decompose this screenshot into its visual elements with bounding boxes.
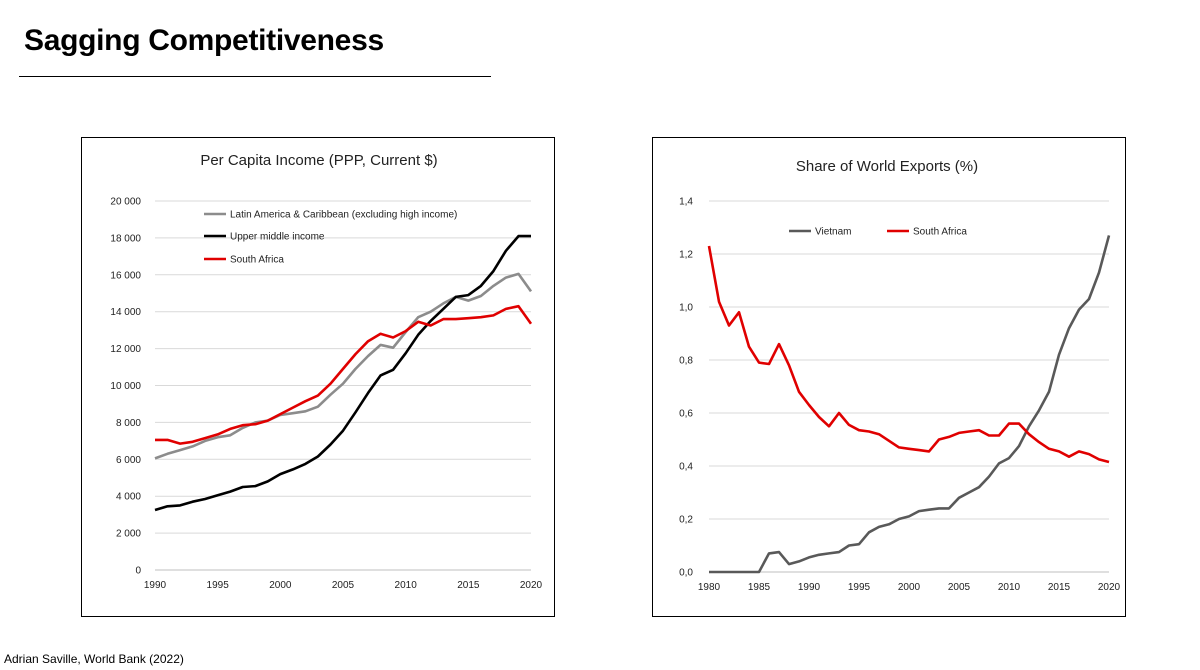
x-tick-label: 2010: [395, 580, 418, 591]
exports-chart: Share of World Exports (%) 0,0 0,2 0,4 0,6 0,…: [679, 158, 1121, 593]
x-tick-label: 2015: [457, 580, 480, 591]
income-chart: Per Capita Income (PPP, Current $) 0 2 000…: [110, 152, 543, 591]
x-tick-label: 2005: [948, 582, 971, 593]
page-title: Sagging Competitiveness: [24, 24, 384, 57]
income-chart-panel: Per Capita Income (PPP, Current $) 0 2 000…: [81, 137, 555, 617]
legend-label: South Africa: [230, 255, 284, 266]
legend-label: South Africa: [913, 227, 967, 238]
x-tick-label: 1995: [207, 580, 230, 591]
x-tick-label: 2020: [1098, 582, 1121, 593]
x-tick-label: 1985: [748, 582, 771, 593]
legend-label: Upper middle income: [230, 232, 325, 243]
exports-chart-panel: Share of World Exports (%) 0,0 0,2 0,4 0,6 0,…: [652, 137, 1126, 617]
series-line-0: [154, 272, 533, 460]
y-tick-label: 2 000: [116, 529, 141, 540]
y-tick-label: 0,2: [679, 515, 693, 526]
y-tick-label: 4 000: [116, 492, 141, 503]
y-tick-label: 12 000: [110, 344, 141, 355]
series-line-1: [154, 234, 531, 512]
y-tick-label: 8 000: [116, 418, 141, 429]
x-tick-label: 2005: [332, 580, 355, 591]
series-line-1: [707, 245, 1110, 464]
series-line-0: [709, 235, 1111, 574]
legend-label: Latin America & Caribbean (excluding hig…: [230, 210, 457, 221]
x-tick-label: 2000: [269, 580, 292, 591]
y-tick-label: 1,2: [679, 250, 693, 261]
x-tick-label: 1990: [144, 580, 167, 591]
series-line-2: [155, 304, 533, 445]
y-tick-label: 14 000: [110, 307, 141, 318]
y-tick-label: 20 000: [110, 197, 141, 208]
y-tick-label: 0: [135, 566, 141, 577]
chart-title: Per Capita Income (PPP, Current $): [200, 152, 437, 169]
x-tick-label: 1995: [848, 582, 871, 593]
x-tick-label: 2020: [520, 580, 543, 591]
y-tick-label: 10 000: [110, 381, 141, 392]
y-tick-label: 1,0: [679, 303, 693, 314]
x-tick-label: 2000: [898, 582, 921, 593]
y-tick-label: 0,0: [679, 568, 693, 579]
y-tick-label: 1,4: [679, 197, 693, 208]
y-tick-label: 0,8: [679, 356, 693, 367]
source-note: Adrian Saville, World Bank (2022): [4, 652, 184, 666]
x-tick-label: 2010: [998, 582, 1021, 593]
y-tick-label: 0,6: [679, 409, 693, 420]
chart-title: Share of World Exports (%): [796, 158, 978, 175]
legend-label: Vietnam: [815, 227, 852, 238]
y-tick-label: 0,4: [679, 462, 693, 473]
x-tick-label: 1990: [798, 582, 821, 593]
y-tick-label: 16 000: [110, 270, 141, 281]
title-divider: [19, 76, 491, 77]
y-tick-label: 18 000: [110, 233, 141, 244]
x-tick-label: 2015: [1048, 582, 1071, 593]
x-tick-label: 1980: [698, 582, 721, 593]
y-tick-label: 6 000: [116, 455, 141, 466]
